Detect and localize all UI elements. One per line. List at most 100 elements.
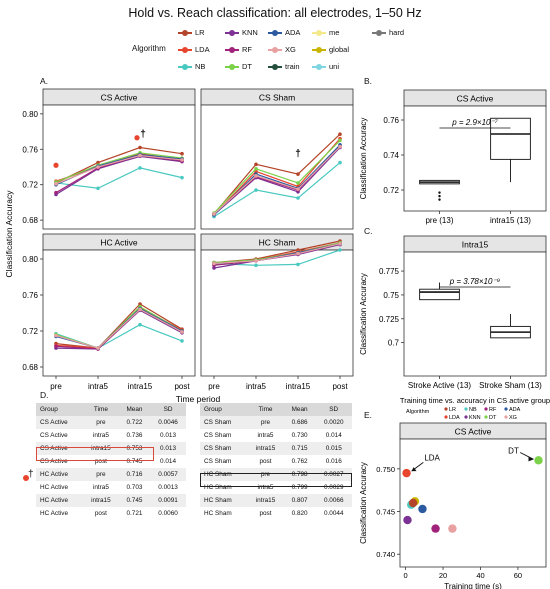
x-tick-label: intra15: [128, 382, 153, 391]
legend-label: ADA: [285, 28, 301, 37]
table-cell: 0.798: [283, 468, 316, 481]
legend-dot: [182, 46, 188, 53]
legend-item-lr: LR: [178, 28, 205, 37]
series-point-dt: [296, 181, 300, 185]
table-cell: CS Active: [40, 458, 68, 465]
y-axis-label: Classification Accuracy: [359, 462, 368, 544]
scatter-legend-title: Algorithm: [406, 409, 430, 415]
table-cell: CS Active: [36, 442, 83, 455]
table-marker-dot: [23, 475, 29, 481]
y-tick-label: 0.740: [376, 550, 395, 559]
table-cell: intra5: [92, 432, 109, 439]
table-cell: post: [259, 458, 272, 465]
table-cell: post: [94, 458, 107, 465]
legend-item-ada: ADA: [268, 28, 300, 37]
table-cell: post: [94, 510, 107, 517]
table-cell: 0.820: [291, 510, 308, 517]
series-point-xg: [54, 182, 58, 186]
stats-table-right: Group Time Mean SD CS Sham pre 0.686 0.0020 CS S…: [200, 403, 352, 520]
y-tick-label: 0.74: [383, 151, 399, 160]
series-line-nb: [55, 167, 183, 189]
series-point-nb: [254, 188, 258, 192]
legend-swatch: [225, 29, 239, 37]
panel-c-caption: Training time vs. accuracy in CS active …: [400, 396, 550, 405]
scatter-point-dt: [534, 456, 543, 465]
table-cell: 0.013: [150, 442, 186, 455]
series-point-xg: [138, 307, 142, 312]
legend-swatch: [268, 63, 282, 71]
table-cell: post: [259, 510, 272, 517]
table-cell: HC Active: [36, 468, 83, 481]
plot-area: [403, 251, 547, 377]
table-row: HC Sham intra15 0.807 0.0066: [200, 494, 352, 507]
series-point-lr: [138, 145, 142, 150]
figure-title: Hold vs. Reach classification: all elect…: [128, 6, 422, 20]
table-cell: CS Sham: [200, 442, 248, 455]
x-tick-label: intra5: [246, 382, 267, 391]
table-cell: 0.0044: [323, 510, 344, 517]
table-row: CS Sham intra15 0.715 0.015: [200, 442, 352, 455]
facet-plot-area: [42, 104, 196, 230]
legend-item-lda: LDA: [178, 45, 210, 54]
legend-item-dt: DT: [225, 62, 252, 71]
table-cell: 0.703: [126, 484, 143, 491]
legend-title: Algorithm: [132, 44, 166, 53]
facet-title: HC Sham: [259, 238, 296, 248]
p-value-annotation: p = 3.78×10⁻⁹: [449, 277, 501, 286]
panel-d-label: D.: [40, 390, 49, 400]
table-cell: HC Active: [36, 494, 83, 507]
panel-e-label: E.: [364, 410, 373, 420]
y-tick-label: 0.80: [22, 255, 38, 264]
table-cell: HC Active: [40, 510, 69, 517]
legend-label: LR: [195, 28, 205, 37]
legend-dot: [229, 46, 235, 53]
stats-table-left: Group Time Mean SD CS Active pre 0.722 0.0046 CS…: [36, 403, 186, 520]
series-line-xg: [55, 154, 183, 185]
table-header-row: Group Time Mean SD: [200, 403, 352, 416]
table-header-cell: Time: [82, 403, 119, 416]
legend-item-me: me: [312, 28, 339, 37]
table-row: CS Active intra5 0.736 0.013: [36, 429, 186, 442]
series-line-dt: [55, 152, 183, 183]
panel-a-line-chart: CS Active 0.68 0.72 0.76 0.80 † CS Sham † HC Act…: [4, 88, 354, 404]
x-tick-label: 40: [476, 571, 484, 580]
table-cell: HC Sham: [204, 510, 232, 517]
box-body: [490, 117, 531, 160]
table-cell: 0.0060: [158, 510, 178, 517]
series-point-lr: [338, 132, 342, 137]
panel-c-label: C.: [364, 226, 373, 236]
series-point-lr: [96, 160, 100, 165]
table-cell: 0.0020: [315, 416, 352, 429]
series-point-nb: [254, 263, 258, 268]
series-line-lr: [213, 133, 341, 215]
x-axis-label: Training time (s): [444, 582, 502, 589]
facet-title: CS Active: [101, 93, 138, 103]
x-tick-label: intra15: [286, 382, 311, 391]
table-row: HC Sham pre 0.798 0.0027: [200, 468, 352, 481]
table-cell: HC Sham: [204, 484, 232, 491]
panel-title: CS Active: [455, 427, 492, 437]
table-cell: 0.807: [283, 494, 316, 507]
y-tick-label: 0.7: [388, 339, 400, 348]
x-tick-label: 20: [439, 571, 447, 580]
arrowhead-lda: [411, 467, 417, 472]
legend-label: DT: [242, 62, 252, 71]
x-tick-label: 60: [514, 571, 522, 580]
table-cell: 0.014: [160, 458, 177, 465]
table-cell: 0.716: [118, 468, 151, 481]
series-point-xg: [212, 212, 216, 216]
legend-dot: [316, 29, 322, 36]
legend-dot: [272, 29, 278, 36]
series-point-dt: [254, 166, 258, 171]
legend-swatch: [178, 63, 192, 71]
series-line-knn: [213, 147, 341, 216]
table-row: HC Sham post 0.820 0.0044: [200, 507, 352, 520]
legend-dot: [376, 29, 382, 36]
table-cell: 0.0066: [315, 494, 352, 507]
series-line-lda: [213, 138, 341, 216]
legend-label: LDA: [195, 45, 210, 54]
y-tick-label: 0.76: [383, 116, 399, 125]
legend-label: hard: [389, 28, 405, 37]
table-header-cell: Time: [247, 403, 284, 416]
facet-plot-area: [42, 249, 196, 377]
